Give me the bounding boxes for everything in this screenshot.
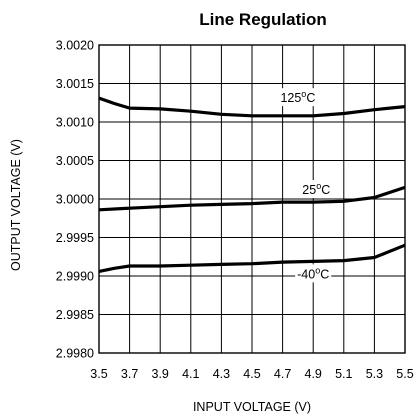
series-line-0 (98, 96, 406, 118)
x-tick-labels: 3.5 3.7 3.9 4.1 4.3 4.5 4.7 4.9 5.1 5.3 5.5 (90, 367, 413, 381)
y-tick-label: 2.9980 (56, 347, 94, 361)
y-tick-label: 3.0020 (56, 39, 94, 53)
series-label-text: 25oC (302, 181, 330, 197)
series-label-2: -40oC (295, 264, 332, 283)
x-tick-label: 3.7 (121, 367, 138, 381)
x-tick-label: 4.9 (305, 367, 322, 381)
x-tick-label: 5.3 (366, 367, 383, 381)
plot-frame (98, 44, 406, 354)
series-line-2 (98, 243, 406, 273)
x-tick-label: 3.9 (152, 367, 169, 381)
x-axis-label: INPUT VOLTAGE (V) (193, 400, 311, 414)
series-label-text: 125oC (280, 89, 315, 105)
x-tick-label: 5.1 (335, 367, 352, 381)
y-tick-label: 2.9985 (56, 308, 94, 322)
y-tick-label: 2.9990 (56, 270, 94, 284)
x-tick-label: 4.1 (182, 367, 199, 381)
y-axis-label: OUTPUT VOLTAGE (V) (9, 139, 23, 271)
x-tick-label: 4.7 (274, 367, 291, 381)
y-tick-label: 2.9995 (56, 231, 94, 245)
series-label-1: 25oC (300, 180, 333, 199)
series-line-1 (98, 185, 406, 212)
series-label-text: -40oC (297, 265, 329, 281)
series-layer (98, 96, 406, 273)
x-tick-label: 3.5 (90, 367, 107, 381)
y-tick-label: 3.0005 (56, 154, 94, 168)
series-label-bg (295, 264, 332, 283)
y-tick-label: 3.0015 (56, 77, 94, 91)
series-label-bg (278, 88, 318, 107)
series-label-layer: 125oC 25oC -40oC (278, 88, 333, 283)
y-tick-label: 3.0010 (56, 116, 94, 130)
plot-grid (98, 44, 406, 354)
x-tick-label: 4.3 (213, 367, 230, 381)
series-label-0: 125oC (278, 88, 318, 107)
y-tick-label: 3.0000 (56, 193, 94, 207)
series-label-bg (300, 180, 333, 199)
chart-title: Line Regulation (199, 10, 327, 29)
x-tick-label: 5.5 (396, 367, 413, 381)
x-tick-label: 4.5 (243, 367, 260, 381)
y-tick-labels: 3.0020 3.0015 3.0010 3.0005 3.0000 2.9995 2.99… (56, 39, 94, 361)
